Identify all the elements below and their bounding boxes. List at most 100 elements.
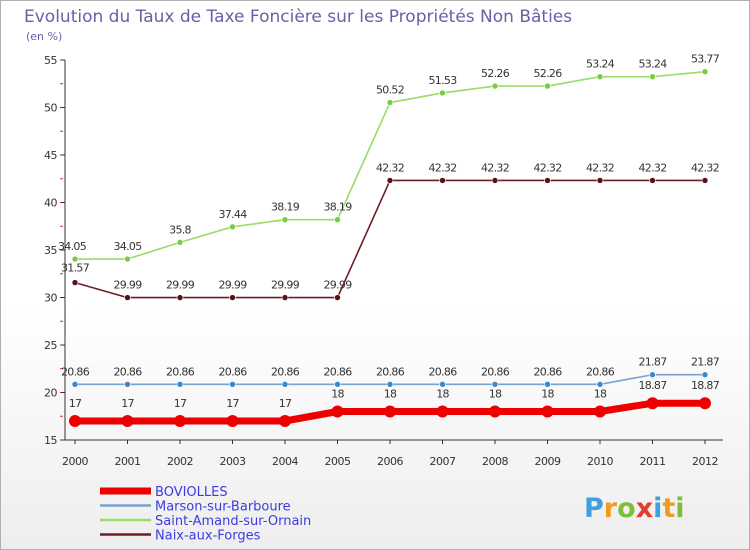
- data-label: 34.05: [114, 240, 143, 253]
- data-label: 18: [331, 388, 344, 401]
- data-point: [436, 405, 449, 418]
- data-point: [229, 381, 236, 388]
- series-layer: [69, 68, 711, 427]
- data-point: [281, 381, 289, 388]
- data-point: [121, 415, 134, 427]
- y-tick-label: 15: [44, 434, 57, 447]
- legend-label: Naix-aux-Forges: [155, 529, 261, 544]
- data-point: [386, 177, 394, 184]
- data-point: [386, 381, 394, 388]
- y-tick-label: 35: [44, 244, 57, 257]
- data-label: 51.53: [429, 74, 458, 87]
- y-tick-label: 20: [44, 387, 57, 400]
- data-point: [646, 397, 659, 410]
- data-point: [439, 177, 446, 184]
- x-tick-label: 2012: [692, 455, 718, 468]
- data-point: [439, 381, 446, 388]
- x-tick-label: 2004: [272, 455, 298, 468]
- data-label: 52.26: [481, 67, 510, 80]
- data-label: 35.8: [169, 223, 191, 236]
- data-point: [544, 381, 551, 388]
- data-label: 18: [594, 388, 607, 401]
- data-label: 42.32: [691, 161, 719, 174]
- data-label: 20.86: [166, 365, 195, 378]
- data-point: [596, 177, 604, 184]
- logo-letter: r: [604, 493, 618, 524]
- data-point: [331, 405, 344, 418]
- data-point: [491, 82, 499, 90]
- x-tick-label: 2008: [482, 455, 508, 468]
- y-tick-label: 55: [44, 54, 57, 67]
- data-point: [124, 294, 131, 301]
- y-tick-label: 50: [44, 102, 57, 115]
- data-label: 21.87: [691, 356, 720, 369]
- data-point: [491, 177, 499, 184]
- data-point: [71, 279, 79, 286]
- y-tick-label: 30: [44, 292, 57, 305]
- data-label: 38.19: [271, 201, 300, 214]
- logo-letter: i: [675, 493, 684, 524]
- data-point: [334, 381, 341, 388]
- x-tick-label: 2007: [430, 455, 456, 468]
- x-tick-label: 2011: [640, 455, 666, 468]
- data-point: [544, 82, 551, 90]
- data-label: 18: [436, 388, 449, 401]
- data-point: [701, 371, 709, 379]
- legend: BOVIOLLESMarson-sur-BarboureSaint-Amand-…: [100, 485, 311, 544]
- data-point: [281, 216, 289, 223]
- data-label: 42.32: [481, 161, 509, 174]
- data-label: 37.44: [219, 208, 248, 221]
- data-label: 42.32: [639, 161, 667, 174]
- data-label: 29.99: [114, 279, 143, 292]
- data-label: 20.86: [61, 365, 90, 378]
- logo-letter: x: [636, 493, 653, 524]
- y-tick-label: 25: [44, 339, 57, 352]
- data-label: 18: [384, 388, 397, 401]
- data-label: 53.24: [639, 58, 668, 71]
- data-label: 18.87: [639, 379, 668, 392]
- data-point: [176, 294, 184, 301]
- data-point: [594, 405, 606, 418]
- data-label: 20.86: [324, 365, 353, 378]
- legend-label: BOVIOLLES: [155, 485, 228, 500]
- data-label: 18.87: [691, 379, 720, 392]
- data-label: 29.99: [219, 279, 248, 292]
- logo-letter: t: [662, 493, 675, 524]
- data-point: [596, 381, 604, 388]
- logo-letter: i: [653, 493, 662, 524]
- data-point: [541, 405, 554, 418]
- data-point: [489, 405, 501, 418]
- data-point: [229, 223, 236, 231]
- data-point: [649, 371, 656, 379]
- data-label: 20.86: [271, 365, 300, 378]
- data-label: 29.99: [324, 279, 353, 292]
- data-label: 20.86: [481, 365, 510, 378]
- data-point: [229, 294, 236, 301]
- data-label: 18: [489, 388, 502, 401]
- proxiti-logo: Proxiti: [584, 493, 685, 524]
- x-tick-label: 2000: [62, 455, 88, 468]
- data-point: [544, 177, 551, 184]
- x-tick-label: 2010: [587, 455, 613, 468]
- data-point: [384, 405, 396, 418]
- data-label: 17: [121, 397, 134, 410]
- data-point: [124, 381, 131, 388]
- data-label: 53.24: [586, 58, 615, 71]
- data-point: [71, 381, 79, 388]
- data-label: 31.57: [61, 262, 90, 275]
- data-label: 29.99: [166, 279, 195, 292]
- data-label: 20.86: [534, 365, 563, 378]
- data-label: 53.77: [691, 53, 720, 66]
- logo-letter: o: [617, 493, 636, 524]
- x-tick-label: 2002: [167, 455, 193, 468]
- data-point: [281, 294, 289, 301]
- legend-label: Marson-sur-Barboure: [155, 500, 291, 515]
- data-label: 42.32: [534, 161, 562, 174]
- y-tick-label: 45: [44, 149, 57, 162]
- data-point: [701, 177, 709, 184]
- data-label: 18: [541, 388, 554, 401]
- x-tick-label: 2001: [115, 455, 141, 468]
- y-tick-label: 40: [44, 197, 57, 210]
- data-point: [176, 239, 184, 246]
- legend-label: Saint-Amand-sur-Ornain: [155, 514, 311, 529]
